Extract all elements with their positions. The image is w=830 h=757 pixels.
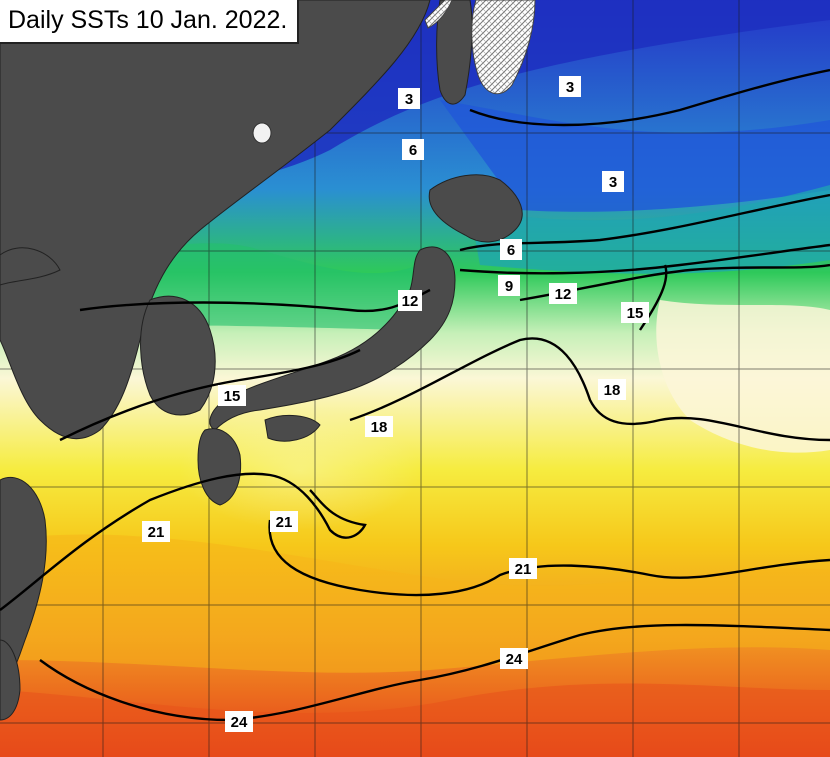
isotherm-24 <box>39 623 830 722</box>
contour-label-18: 18 <box>365 416 393 437</box>
kyushu <box>197 428 242 506</box>
contour-label-15: 15 <box>218 385 246 406</box>
contour-label-text: 12 <box>555 286 572 303</box>
isotherm-9 <box>459 243 830 275</box>
contour-label-3: 3 <box>398 88 420 109</box>
map-title: Daily SSTs 10 Jan. 2022. <box>0 0 300 44</box>
contour-label-21: 21 <box>142 521 170 542</box>
contour-label-text: 15 <box>627 305 644 322</box>
contour-label-text: 21 <box>148 524 165 541</box>
contour-labels: 3 3 3 6 6 9 12 <box>142 76 649 732</box>
offshore-warm-eddy <box>656 300 830 453</box>
korean-peninsula <box>140 295 216 416</box>
contour-label-text: 3 <box>566 79 574 96</box>
contour-label-text: 18 <box>604 382 621 399</box>
contour-label-text: 9 <box>505 278 513 295</box>
sea-band-red <box>0 683 830 757</box>
contour-label-18: 18 <box>598 379 626 400</box>
isotherm-15-west <box>59 348 361 442</box>
isotherm-18 <box>349 337 830 442</box>
mainland-coast <box>0 247 61 286</box>
contour-label-text: 6 <box>409 142 417 159</box>
warm-core <box>180 410 420 530</box>
contour-label-text: 24 <box>231 714 248 731</box>
contour-label-text: 21 <box>276 514 293 531</box>
sea-ice <box>471 0 536 95</box>
isotherm-21-west <box>0 472 367 611</box>
contour-label-text: 24 <box>506 651 523 668</box>
sea-ice-small <box>424 0 453 29</box>
contour-label-6: 6 <box>500 239 522 260</box>
contour-label-text: 12 <box>402 293 419 310</box>
contour-label-text: 3 <box>405 91 413 108</box>
sea-band-3 <box>440 100 830 212</box>
contour-label-12: 12 <box>398 290 422 311</box>
sea-band-orange <box>0 534 830 673</box>
lake-khanka <box>252 122 272 144</box>
contour-label-21: 21 <box>509 558 537 579</box>
contour-label-24: 24 <box>500 648 528 669</box>
contour-label-text: 3 <box>609 174 617 191</box>
contour-label-9: 9 <box>498 275 520 296</box>
isotherms <box>0 68 830 722</box>
sea-band-6 <box>470 185 830 274</box>
contour-label-15: 15 <box>621 302 649 323</box>
isotherm-21-east <box>268 519 830 597</box>
contour-label-12: 12 <box>549 283 577 304</box>
contour-label-text: 15 <box>224 388 241 405</box>
hokkaido <box>428 174 523 243</box>
taiwan <box>0 639 21 721</box>
contour-label-21: 21 <box>270 511 298 532</box>
contour-label-24: 24 <box>225 711 253 732</box>
isotherm-3 <box>469 68 830 127</box>
honshu <box>209 246 456 431</box>
contour-label-3: 3 <box>602 171 624 192</box>
shikoku <box>264 414 321 442</box>
contour-label-text: 21 <box>515 561 532 578</box>
contour-label-3: 3 <box>559 76 581 97</box>
land-masses <box>0 0 523 721</box>
contour-label-text: 18 <box>371 419 388 436</box>
contour-label-text: 6 <box>507 242 515 259</box>
contour-label-6: 6 <box>402 139 424 160</box>
